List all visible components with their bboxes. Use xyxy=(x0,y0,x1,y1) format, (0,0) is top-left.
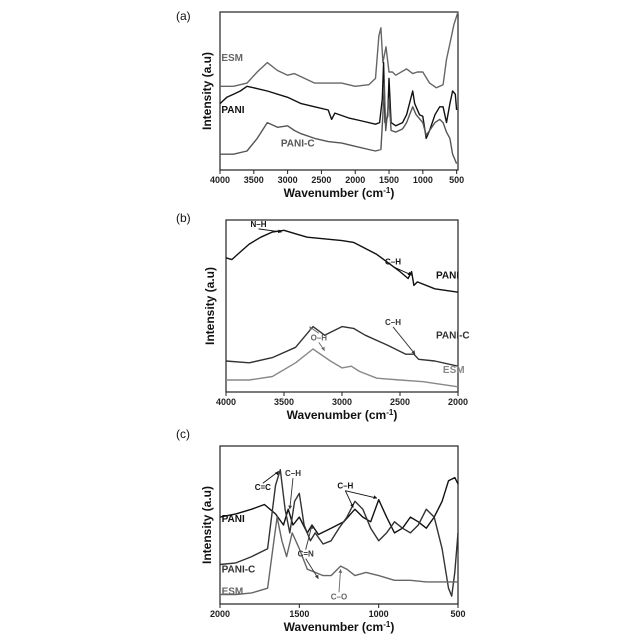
chart-panel-c: (c) 2000 1500 1000 500 Wavenumber (cm-1) Inten… xyxy=(176,427,466,634)
annotation-arrow xyxy=(290,478,293,509)
annotation-arrowhead xyxy=(338,569,342,573)
x-tick-label: 500 xyxy=(450,609,465,619)
band-annotation: C=C xyxy=(255,483,271,492)
band-annotation: O–H xyxy=(311,333,328,342)
series-label-pani-c: PANI-C xyxy=(222,564,256,575)
x-tick-label: 500 xyxy=(449,175,464,185)
series-label-pani: PANI xyxy=(221,105,244,116)
series-label-esm: ESM xyxy=(222,587,244,598)
annotation-arrow xyxy=(345,491,377,498)
x-tick-label: 1500 xyxy=(379,175,399,185)
series-label-pani-c: PANI-C xyxy=(281,138,315,149)
panel-label: (c) xyxy=(176,427,190,441)
band-annotation: C–H xyxy=(285,469,301,478)
x-tick-label: 1000 xyxy=(413,175,433,185)
series-label-esm: ESM xyxy=(443,365,465,376)
x-tick-label: 1000 xyxy=(369,609,389,619)
band-annotation: C–H xyxy=(385,318,401,327)
series-line-esm xyxy=(220,12,458,88)
y-axis-label: Intensity (a.u) xyxy=(203,267,217,345)
y-axis-label: Intensity (a.u) xyxy=(200,486,214,564)
series-line-esm xyxy=(226,349,458,387)
plot-frame xyxy=(226,220,458,392)
x-axis-label: Wavenumber (cm-1) xyxy=(284,186,395,201)
plot-frame xyxy=(220,12,458,170)
series-label-pani-c: PANI-C xyxy=(436,331,470,342)
panel-label: (b) xyxy=(176,211,191,225)
x-tick-label: 4000 xyxy=(210,175,230,185)
band-annotation: C–O xyxy=(331,592,347,601)
chart-panel-a: (a) 4000 3500 3000 2500 2000 1500 1000 500 Wavenu… xyxy=(176,9,464,200)
annotation-arrowhead xyxy=(288,506,292,510)
series-label-pani: PANI xyxy=(222,514,245,525)
band-annotation: C=N xyxy=(298,550,314,559)
x-axis-label: Wavenumber (cm-1) xyxy=(287,408,398,423)
chart-panel-b: (b) 4000 3500 3000 2500 2000 Wavenumber (cm-1)… xyxy=(176,211,470,422)
x-tick-label: 2500 xyxy=(311,175,331,185)
x-tick-label: 3000 xyxy=(278,175,298,185)
annotation-arrow xyxy=(306,525,312,550)
x-tick-label: 2500 xyxy=(390,397,410,407)
x-tick-label: 2000 xyxy=(448,397,468,407)
x-tick-label: 3500 xyxy=(274,397,294,407)
x-tick-label: 3500 xyxy=(244,175,264,185)
x-tick-label: 2000 xyxy=(345,175,365,185)
x-tick-label: 2000 xyxy=(210,609,230,619)
band-annotation: C–H xyxy=(385,258,401,267)
series-line-pani xyxy=(226,230,458,292)
x-tick-label: 4000 xyxy=(216,397,236,407)
band-annotation: C–H xyxy=(337,482,353,491)
x-tick-label: 3000 xyxy=(332,397,352,407)
series-line-pani-c xyxy=(226,327,458,367)
x-axis-label: Wavenumber (cm-1) xyxy=(284,620,395,635)
series-label-pani: PANI xyxy=(436,270,459,281)
x-tick-label: 1500 xyxy=(289,609,309,619)
band-annotation: N–H xyxy=(250,220,266,229)
panel-label: (a) xyxy=(176,9,191,23)
series-line-pani-c xyxy=(220,83,457,164)
series-label-esm: ESM xyxy=(221,53,243,64)
y-axis-label: Intensity (a.u) xyxy=(200,52,214,130)
